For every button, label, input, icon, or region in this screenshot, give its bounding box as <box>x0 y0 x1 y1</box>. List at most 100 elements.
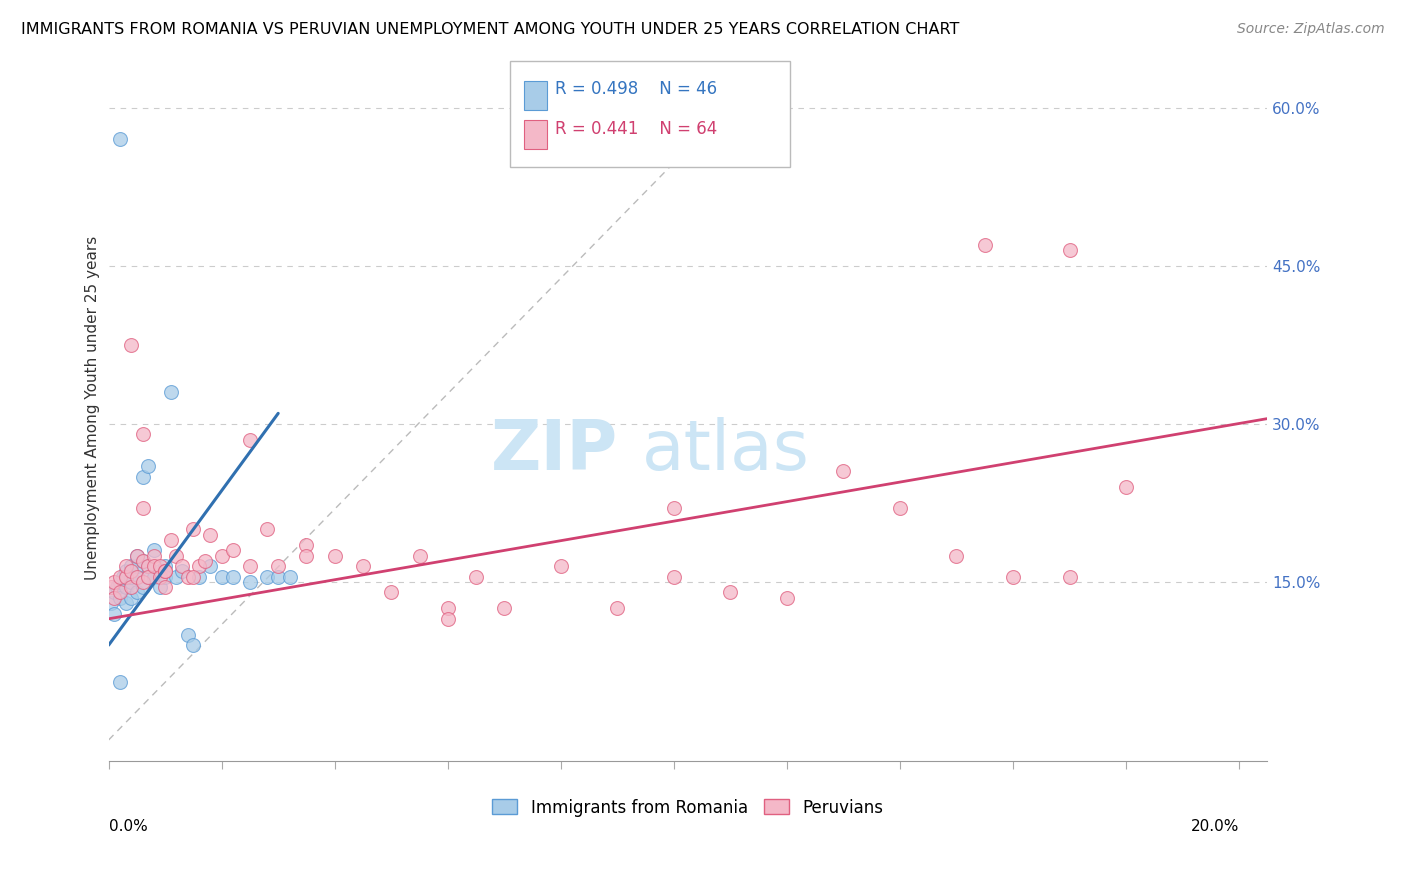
Point <box>136 569 159 583</box>
Point <box>120 591 142 605</box>
Point <box>108 574 131 589</box>
Point <box>131 427 153 442</box>
Point <box>194 554 217 568</box>
Point <box>183 522 205 536</box>
Point <box>267 559 290 574</box>
Point <box>120 574 142 589</box>
Point <box>103 585 125 599</box>
Point <box>148 559 170 574</box>
Point <box>131 554 153 568</box>
Point <box>131 574 153 589</box>
Point <box>323 549 346 563</box>
Point <box>408 549 430 563</box>
Point <box>120 580 142 594</box>
Point <box>222 569 245 583</box>
Point <box>125 549 148 563</box>
Text: atlas: atlas <box>641 417 810 484</box>
Point <box>183 638 205 652</box>
Point <box>105 580 128 594</box>
Point <box>166 549 188 563</box>
Point <box>662 569 685 583</box>
Point <box>108 585 131 599</box>
Point <box>114 596 136 610</box>
Point <box>100 580 122 594</box>
Point <box>148 580 170 594</box>
Point <box>1059 569 1081 583</box>
Point <box>125 559 148 574</box>
Point <box>142 543 165 558</box>
Point <box>188 569 211 583</box>
Point <box>103 607 125 621</box>
Point <box>295 549 318 563</box>
Text: 0.0%: 0.0% <box>108 819 148 834</box>
Point <box>103 574 125 589</box>
Text: IMMIGRANTS FROM ROMANIA VS PERUVIAN UNEMPLOYMENT AMONG YOUTH UNDER 25 YEARS CORR: IMMIGRANTS FROM ROMANIA VS PERUVIAN UNEM… <box>21 22 959 37</box>
Y-axis label: Unemployment Among Youth under 25 years: Unemployment Among Youth under 25 years <box>86 236 100 580</box>
Point <box>380 585 402 599</box>
Point <box>256 569 278 583</box>
Point <box>108 675 131 690</box>
Point <box>177 627 200 641</box>
Point <box>718 585 741 599</box>
Point <box>114 559 136 574</box>
Point <box>188 559 211 574</box>
Point <box>148 569 170 583</box>
Point <box>103 591 125 605</box>
Point <box>120 338 142 352</box>
Point <box>120 569 142 583</box>
Point <box>125 549 148 563</box>
Point <box>153 569 176 583</box>
Point <box>111 569 134 583</box>
Point <box>131 554 153 568</box>
Point <box>211 549 233 563</box>
Point <box>142 559 165 574</box>
Point <box>125 569 148 583</box>
Point <box>239 559 262 574</box>
Point <box>1001 569 1024 583</box>
Point <box>200 559 222 574</box>
Point <box>256 522 278 536</box>
Point <box>172 565 194 579</box>
Point <box>125 585 148 599</box>
Point <box>153 565 176 579</box>
Point <box>239 433 262 447</box>
Point <box>131 469 153 483</box>
Point <box>159 533 181 547</box>
Point <box>131 580 153 594</box>
Point <box>177 569 200 583</box>
Point <box>606 601 628 615</box>
Point <box>166 569 188 583</box>
Point <box>352 559 374 574</box>
Point <box>136 559 159 574</box>
Point <box>494 601 516 615</box>
Point <box>108 569 131 583</box>
Point <box>200 527 222 541</box>
Point <box>108 591 131 605</box>
Point <box>267 569 290 583</box>
Point <box>550 559 572 574</box>
Point <box>114 565 136 579</box>
Point <box>148 565 170 579</box>
Point <box>108 132 131 146</box>
Point <box>183 569 205 583</box>
Point <box>945 549 967 563</box>
Point <box>142 549 165 563</box>
Point <box>1115 480 1137 494</box>
Text: ZIP: ZIP <box>491 417 619 484</box>
Text: R = 0.441    N = 64: R = 0.441 N = 64 <box>555 120 717 138</box>
Point <box>776 591 799 605</box>
Point <box>889 501 911 516</box>
Point <box>100 596 122 610</box>
Point <box>211 569 233 583</box>
Point <box>239 574 262 589</box>
Point <box>114 569 136 583</box>
Point <box>153 565 176 579</box>
Point <box>278 569 301 583</box>
Point <box>1059 243 1081 257</box>
Point <box>142 569 165 583</box>
Text: R = 0.498    N = 46: R = 0.498 N = 46 <box>555 80 717 98</box>
Legend: Immigrants from Romania, Peruvians: Immigrants from Romania, Peruvians <box>485 792 890 823</box>
Point <box>159 385 181 400</box>
Point <box>153 580 176 594</box>
Point <box>832 464 855 478</box>
